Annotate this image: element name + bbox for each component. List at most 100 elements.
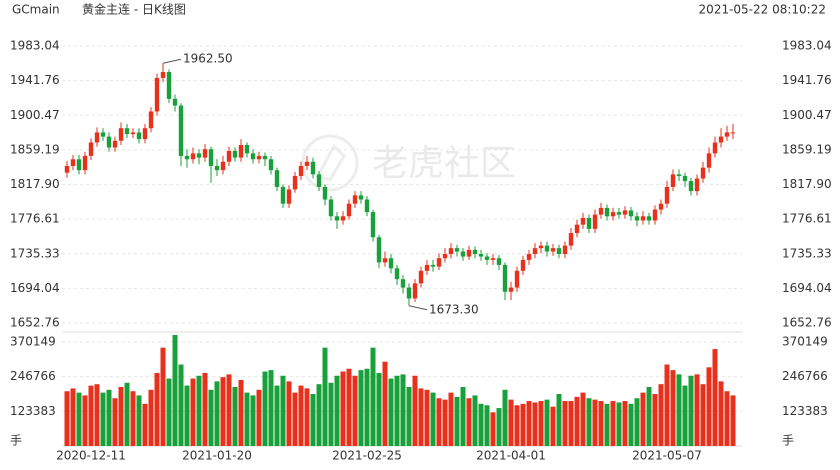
candle-body [322, 186, 328, 200]
volume-bar [460, 386, 466, 446]
candle-body [538, 245, 544, 249]
y-tick-label-right: 1983.04 [782, 39, 832, 53]
candle-body [532, 248, 538, 255]
candle-body [250, 153, 256, 160]
volume-tick-label: 246766 [10, 369, 56, 383]
volume-bar [274, 385, 280, 446]
volume-bar [352, 375, 358, 446]
candle-body [244, 144, 250, 154]
volume-bar [544, 399, 550, 446]
candle-body [172, 98, 178, 106]
candle-body [274, 170, 280, 187]
volume-bar [142, 403, 148, 446]
candle-body [220, 161, 226, 171]
volume-bar [394, 375, 400, 446]
volume-bar [292, 392, 298, 446]
candle-body [496, 258, 502, 265]
volume-bar [64, 391, 70, 446]
volume-bar [472, 395, 478, 446]
volume-bar [148, 389, 154, 446]
volume-bar [490, 412, 496, 446]
volume-bar [604, 403, 610, 446]
volume-bar [322, 347, 328, 446]
volume-bar [484, 405, 490, 446]
candle-body [448, 248, 454, 255]
volume-bar [94, 384, 100, 446]
candle-body [184, 155, 190, 160]
candle-body [64, 165, 70, 173]
volume-bar [382, 361, 388, 446]
volume-bar [166, 378, 172, 446]
candle-body [286, 189, 292, 204]
volume-bar [376, 372, 382, 446]
volume-bar [502, 389, 508, 446]
candle-body [682, 176, 688, 182]
candle-body [130, 132, 136, 135]
candle-body [676, 174, 682, 177]
candle-body [502, 264, 508, 292]
volume-bar [706, 367, 712, 446]
volume-bar [208, 389, 214, 446]
candle-body [82, 155, 88, 171]
candle-body [100, 132, 106, 137]
volume-bar [118, 386, 124, 446]
candle-body [160, 72, 166, 78]
candle-body [238, 144, 244, 158]
volume-bar [304, 388, 310, 446]
volume-bar [238, 379, 244, 446]
y-tick-label-right: 1652.76 [782, 316, 832, 330]
candle-body [700, 167, 706, 179]
volume-bar [694, 374, 700, 446]
candle-body [466, 249, 472, 257]
candle-body [196, 153, 202, 158]
volume-bar [298, 385, 304, 446]
volume-unit: 手 [10, 434, 22, 448]
candle-body [430, 264, 436, 267]
volume-bar [364, 368, 370, 446]
candle-body [118, 128, 124, 141]
candle-body [112, 140, 118, 148]
y-tick-label-right: 1776.61 [782, 212, 832, 226]
volume-bar [316, 384, 322, 446]
volume-bar [244, 392, 250, 446]
candle-body [232, 150, 238, 158]
candle-body [634, 216, 640, 221]
candle-body [190, 153, 196, 160]
volume-bar [730, 395, 736, 446]
candle-body [730, 132, 736, 134]
volume-bar [532, 402, 538, 446]
y-tick-label-right: 1735.33 [782, 246, 832, 260]
volume-bar [124, 382, 130, 446]
candle-body [688, 181, 694, 192]
chart-title: 黄金主连 - 日K线图 [82, 2, 186, 17]
candle-body [214, 165, 220, 171]
volume-bar [610, 401, 616, 446]
candle-body [640, 216, 646, 221]
volume-bar [442, 399, 448, 446]
volume-bar [478, 403, 484, 446]
volume-bar [340, 371, 346, 446]
candle-body [568, 233, 574, 246]
candle-body [652, 209, 658, 221]
candle-body [622, 210, 628, 215]
volume-bar [556, 394, 562, 446]
volume-bar [640, 392, 646, 446]
volume-bar [202, 372, 208, 446]
volume-bar [160, 347, 166, 446]
annotation-label: 1962.50 [183, 52, 233, 66]
volume-bar [418, 388, 424, 446]
volume-bar [712, 349, 718, 446]
candle-body [388, 258, 394, 269]
volume-bar [652, 394, 658, 446]
candle-body [166, 72, 172, 99]
volume-bar [688, 375, 694, 446]
candle-body [136, 132, 142, 140]
volume-bar [172, 335, 178, 446]
volume-bar [628, 403, 634, 446]
volume-bar [424, 389, 430, 446]
volume-bar [400, 374, 406, 446]
volume-bar [520, 403, 526, 446]
volume-bar [82, 395, 88, 446]
candle-body [526, 254, 532, 260]
volume-bar [670, 370, 676, 446]
